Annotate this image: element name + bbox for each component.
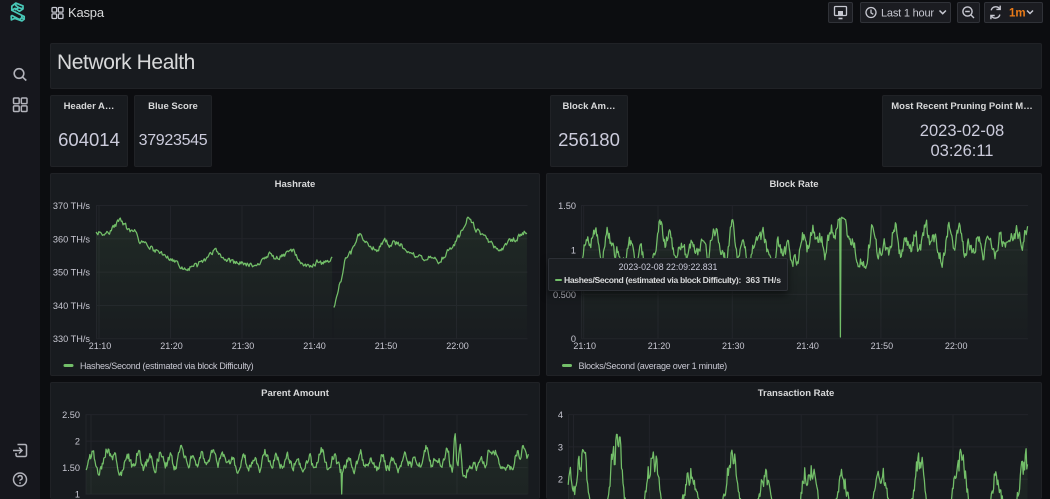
svg-text:2: 2 [75, 437, 80, 447]
svg-text:Hashes/Second (estimated via b: Hashes/Second (estimated via block Diffi… [80, 361, 254, 371]
svg-text:22:00: 22:00 [446, 341, 469, 351]
svg-text:21:20: 21:20 [160, 341, 183, 351]
svg-text:21:10: 21:10 [89, 341, 112, 351]
svg-text:370 TH/s: 370 TH/s [53, 201, 91, 211]
svg-text:21:30: 21:30 [722, 341, 745, 351]
svg-text:1.50: 1.50 [558, 201, 576, 211]
svg-text:21:20: 21:20 [648, 341, 671, 351]
svg-text:2: 2 [558, 475, 563, 485]
svg-text:21:40: 21:40 [796, 341, 819, 351]
svg-text:21:30: 21:30 [232, 341, 255, 351]
svg-text:21:50: 21:50 [375, 341, 398, 351]
svg-text:Kaspa: Kaspa [68, 5, 105, 20]
svg-text:330 TH/s: 330 TH/s [53, 334, 91, 344]
svg-text:340 TH/s: 340 TH/s [53, 301, 91, 311]
svg-text:0: 0 [571, 334, 576, 344]
svg-text:1: 1 [75, 490, 80, 499]
svg-text:1: 1 [571, 246, 576, 256]
svg-text:4: 4 [558, 410, 563, 420]
svg-text:Hashrate: Hashrate [275, 179, 316, 190]
svg-text:21:40: 21:40 [303, 341, 326, 351]
svg-text:1m: 1m [1009, 8, 1026, 20]
svg-text:Last 1 hour: Last 1 hour [881, 8, 934, 20]
svg-text:Blocks/Second (average over 1: Blocks/Second (average over 1 minute) [579, 361, 728, 371]
svg-text:Block Rate: Block Rate [769, 179, 818, 190]
svg-text:2.50: 2.50 [62, 410, 80, 420]
svg-text:3: 3 [558, 442, 563, 452]
svg-text:Transaction Rate: Transaction Rate [758, 388, 835, 399]
svg-text:22:00: 22:00 [945, 341, 968, 351]
svg-text:21:10: 21:10 [573, 341, 596, 351]
svg-text:21:50: 21:50 [871, 341, 894, 351]
svg-text:0.500: 0.500 [553, 290, 576, 300]
svg-text:Parent Amount: Parent Amount [261, 388, 330, 399]
svg-text:360 TH/s: 360 TH/s [53, 234, 91, 244]
svg-text:350 TH/s: 350 TH/s [53, 268, 91, 278]
svg-text:1.50: 1.50 [62, 463, 80, 473]
